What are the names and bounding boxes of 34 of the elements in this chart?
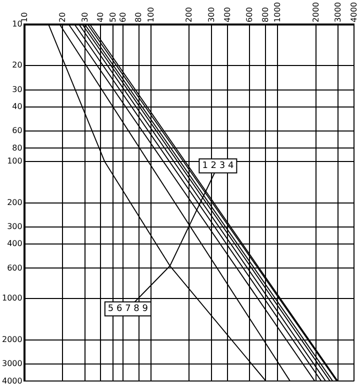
y-tick-label: 10 [12,19,22,28]
x-tick-label: 80 [134,12,144,22]
x-tick-label: 50 [108,12,118,22]
y-tick-label: 300 [7,222,22,232]
x-tick-label: 2000 [311,2,320,22]
x-tick-label: 4000 [349,2,358,22]
x-tick-label: 30 [80,12,90,22]
y-tick-label: 100 [7,156,22,166]
x-tick-label: 100 [146,7,156,22]
y-tick-label: 1000 [2,294,22,303]
y-tick-label: 400 [7,239,22,248]
x-tick-label: 20 [58,12,67,22]
y-tick-label: 40 [12,102,22,112]
y-tick-label: 200 [7,198,22,207]
y-tick-label: 20 [12,60,22,70]
y-tick-label: 60 [12,126,22,136]
x-tick-label: 800 [260,7,270,22]
y-tick-label: 2000 [2,334,22,344]
annotation: 1 2 3 4 [202,161,234,172]
y-tick-label: 30 [12,84,22,94]
x-tick-label: 40 [96,12,106,22]
x-tick-label: 1000 [273,2,282,22]
x-tick-label: 60 [118,12,128,22]
annotation: 5 6 7 8 9 [108,304,148,314]
x-tick-label: 300 [206,7,216,22]
x-tick-label: 3000 [334,2,343,22]
x-tick-label: 400 [222,7,232,22]
x-tick-label: 10 [20,12,29,22]
x-tick-label: 600 [245,7,254,22]
y-tick-label: 80 [12,143,22,152]
y-tick-label: 600 [7,263,22,272]
y-tick-label: 3000 [2,359,22,368]
x-tick-label: 200 [184,7,194,22]
y-tick-label: 4000 [2,376,22,386]
